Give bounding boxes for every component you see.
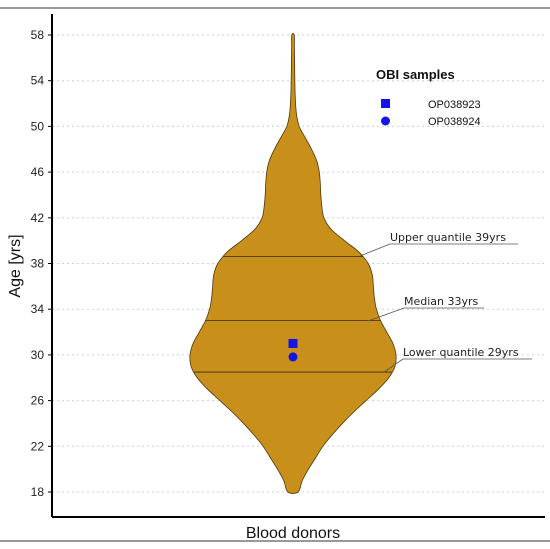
sample-point-square <box>288 338 298 348</box>
y-tick-label: 34 <box>31 302 45 316</box>
y-axis-ticks: 18 22 26 30 34 38 42 46 50 54 58 <box>31 28 52 499</box>
legend-square-marker <box>381 99 390 108</box>
y-tick-label: 58 <box>31 28 45 42</box>
x-axis-title: Blood donors <box>246 525 340 542</box>
violin-group <box>189 33 397 494</box>
y-tick-label: 46 <box>31 165 45 179</box>
legend-label-2: OP038924 <box>428 116 481 128</box>
legend-circle-marker <box>381 116 390 126</box>
y-axis-title: Age [yrs] <box>7 234 24 297</box>
legend-title: OBI samples <box>376 67 455 82</box>
y-tick-label: 30 <box>31 348 45 362</box>
y-tick-label: 50 <box>31 119 45 133</box>
annotation-leader <box>367 307 484 322</box>
quantile-lines <box>194 256 392 373</box>
quantile-annotations: Upper quantile 39yrs Median 33yrs Lower qu… <box>359 231 532 373</box>
y-tick-label: 42 <box>31 211 45 225</box>
quantile-label: Upper quantile 39yrs <box>390 231 506 244</box>
y-tick-label: 54 <box>31 74 45 88</box>
y-tick-label: 26 <box>31 394 45 408</box>
violin-shape <box>189 33 397 494</box>
sample-points <box>288 338 298 362</box>
annotation-leader <box>383 358 532 373</box>
quantile-label: Median 33yrs <box>404 295 479 308</box>
legend: OBI samples OP038923 OP038924 <box>376 67 481 128</box>
quantile-label: Lower quantile 29yrs <box>403 346 519 359</box>
y-tick-label: 22 <box>31 439 45 453</box>
annotation-leader <box>359 243 518 257</box>
sample-point-circle <box>288 352 298 362</box>
y-tick-label: 18 <box>31 485 45 499</box>
y-tick-label: 38 <box>31 257 45 271</box>
legend-label-1: OP038923 <box>428 99 481 111</box>
